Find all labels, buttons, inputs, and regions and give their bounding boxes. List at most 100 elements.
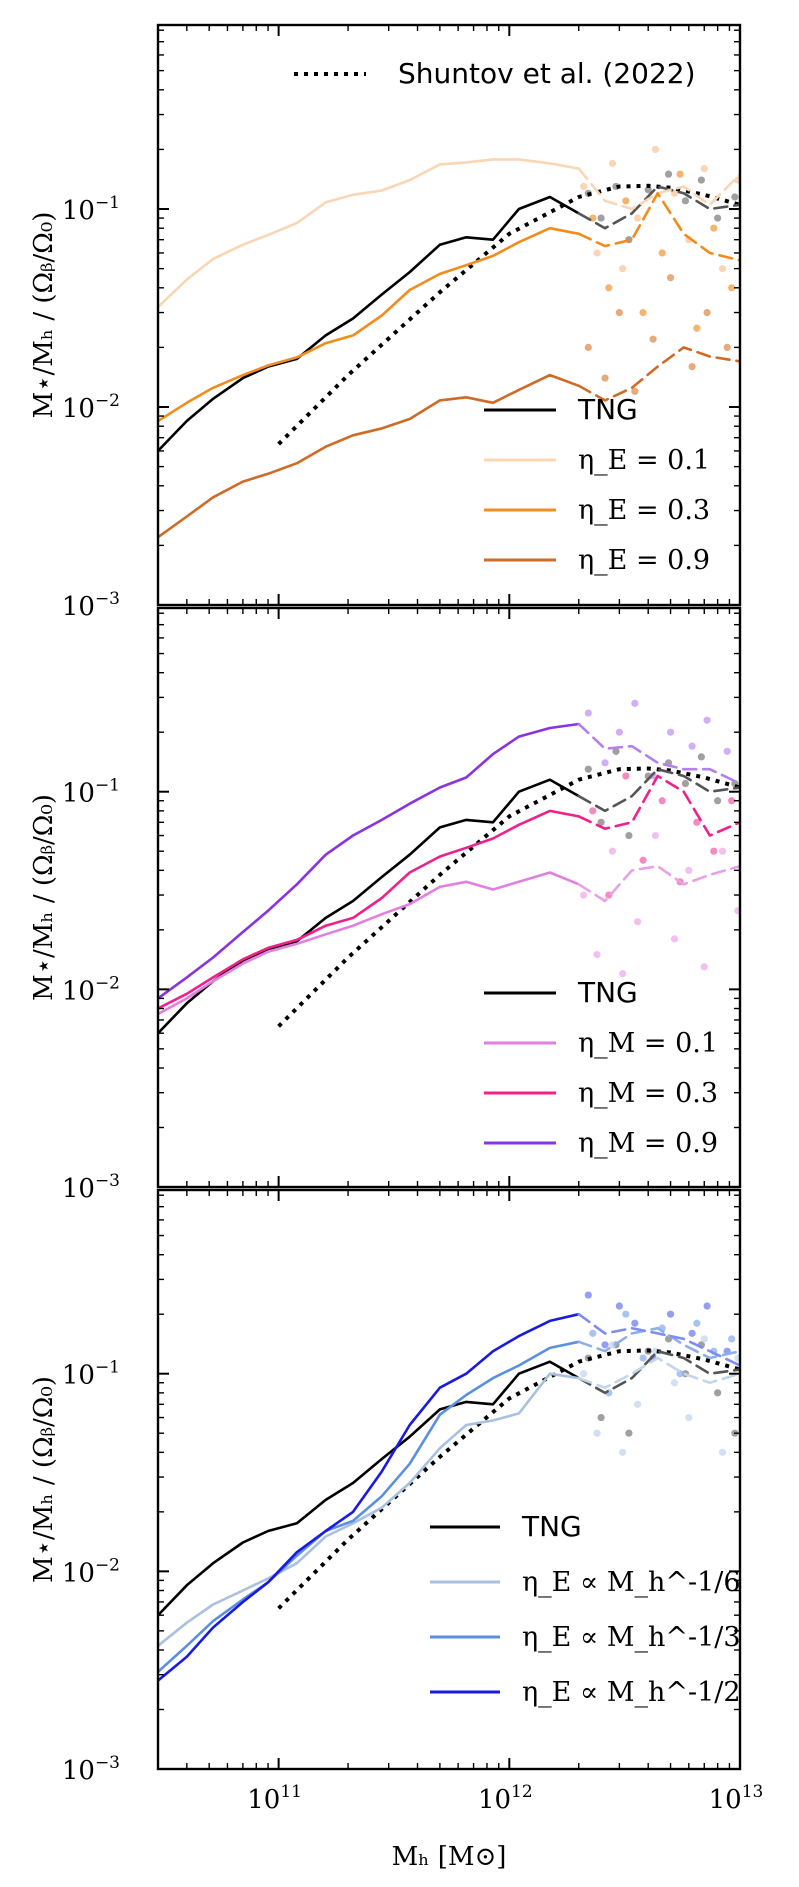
scatter-point <box>703 308 711 317</box>
scatter-point <box>697 176 705 184</box>
scatter-point <box>728 797 736 805</box>
y-tick-label: 10−2 <box>62 391 120 424</box>
scatter-point <box>608 159 617 167</box>
scatter-point <box>631 699 639 707</box>
y-tick-label: 10−2 <box>62 1555 120 1588</box>
scatter-point <box>584 343 592 352</box>
x-axis-label: Mₕ [M⊙] <box>392 1842 507 1872</box>
series-line <box>158 722 581 1000</box>
scatter-point <box>580 1370 588 1378</box>
scatter-point <box>734 907 740 915</box>
scatter-point <box>714 797 722 805</box>
legend-label: η_E = 0.3 <box>578 495 710 526</box>
scatter-point <box>644 186 652 194</box>
y-tick-label: 10−1 <box>62 193 120 226</box>
series-line <box>158 1340 581 1674</box>
scatter-point <box>651 145 660 154</box>
scatter-point <box>723 747 731 755</box>
y-tick-label: 10−1 <box>62 776 120 809</box>
scatter-point <box>605 284 613 292</box>
scatter-point <box>666 1310 675 1318</box>
scatter-point <box>693 1319 701 1327</box>
panel-top: 10−3 10−2 10−1M⋆/Mₕ / (Ωᵦ/Ω₀) TNG η_E = 0.1 η… <box>29 23 742 622</box>
scatter-point <box>718 847 727 855</box>
scatter-point <box>728 1335 736 1343</box>
scatter-point <box>639 1354 647 1362</box>
scatter-point <box>703 716 711 724</box>
scatter-point <box>593 249 601 257</box>
series-line <box>277 1348 740 1610</box>
legend-label: η_E = 0.9 <box>578 545 710 576</box>
x-tick-label: 1013 <box>709 1782 764 1815</box>
scatter-point <box>688 362 696 371</box>
scatter-point <box>693 324 701 332</box>
series-line <box>158 158 581 309</box>
series-line <box>158 195 581 453</box>
scatter-point <box>584 1291 592 1299</box>
scatter-point <box>670 189 679 197</box>
series-line <box>158 226 581 423</box>
scatter-point <box>601 374 609 382</box>
legend-label: η_M = 0.3 <box>578 1078 718 1109</box>
series-line <box>577 1326 740 1360</box>
scatter-point <box>615 308 623 317</box>
scatter-point <box>634 214 642 222</box>
series-line <box>277 766 740 1028</box>
series-line <box>577 1356 740 1389</box>
scatter-point <box>580 182 588 191</box>
scatter-point <box>710 847 718 855</box>
scatter-point <box>634 1400 642 1408</box>
scatter-point <box>584 709 592 717</box>
legend-label: η_E = 0.1 <box>578 445 710 476</box>
scatter-point <box>634 918 642 926</box>
scatter-point <box>593 950 601 959</box>
series-line <box>158 809 581 1010</box>
scatter-point <box>658 249 666 257</box>
scatter-point <box>734 1354 740 1362</box>
scatter-point <box>608 847 617 855</box>
scatter-point <box>700 1335 708 1343</box>
scatter-point <box>723 343 731 352</box>
scatter-point <box>676 170 684 178</box>
scatter-point <box>700 165 708 173</box>
plot-area <box>158 145 740 539</box>
scatter-point <box>580 891 588 899</box>
series-line <box>277 183 740 446</box>
scatter-point <box>734 176 740 184</box>
scatter-point <box>693 818 701 826</box>
scatter-point <box>681 779 690 788</box>
scatter-point <box>728 284 736 292</box>
series-line <box>158 1360 581 1617</box>
scatter-point <box>601 1341 609 1349</box>
scatter-point <box>700 963 708 971</box>
scatter-point <box>651 831 660 840</box>
scatter-point <box>703 1302 711 1310</box>
scatter-point <box>619 265 627 273</box>
y-tick-label: 10−2 <box>62 973 120 1006</box>
series-line <box>577 185 740 230</box>
scatter-point <box>608 1341 617 1349</box>
legend-label: η_M = 0.1 <box>578 1028 718 1059</box>
scatter-point <box>625 831 633 840</box>
scatter-point <box>685 1413 693 1422</box>
series-line <box>577 722 740 785</box>
y-axis-label: M⋆/Mₕ / (Ωᵦ/Ω₀) <box>29 794 59 1001</box>
plot-frame <box>156 23 742 607</box>
scatter-point <box>670 1379 679 1387</box>
scatter-point <box>622 772 630 780</box>
scatter-point <box>597 1413 605 1422</box>
series-line <box>577 1349 740 1395</box>
scatter-point <box>597 818 605 826</box>
series-line <box>577 1312 740 1367</box>
scatter-point <box>589 807 597 815</box>
scatter-point <box>670 935 679 943</box>
series-line <box>158 871 581 1016</box>
x-tick-label: 1012 <box>478 1782 533 1815</box>
series-line <box>577 192 740 262</box>
scatter-point <box>625 1429 633 1437</box>
legend-label: Shuntov et al. (2022) <box>398 57 696 90</box>
scatter-point <box>714 1389 722 1397</box>
scatter-point <box>593 1429 601 1437</box>
scatter-point <box>710 224 718 232</box>
